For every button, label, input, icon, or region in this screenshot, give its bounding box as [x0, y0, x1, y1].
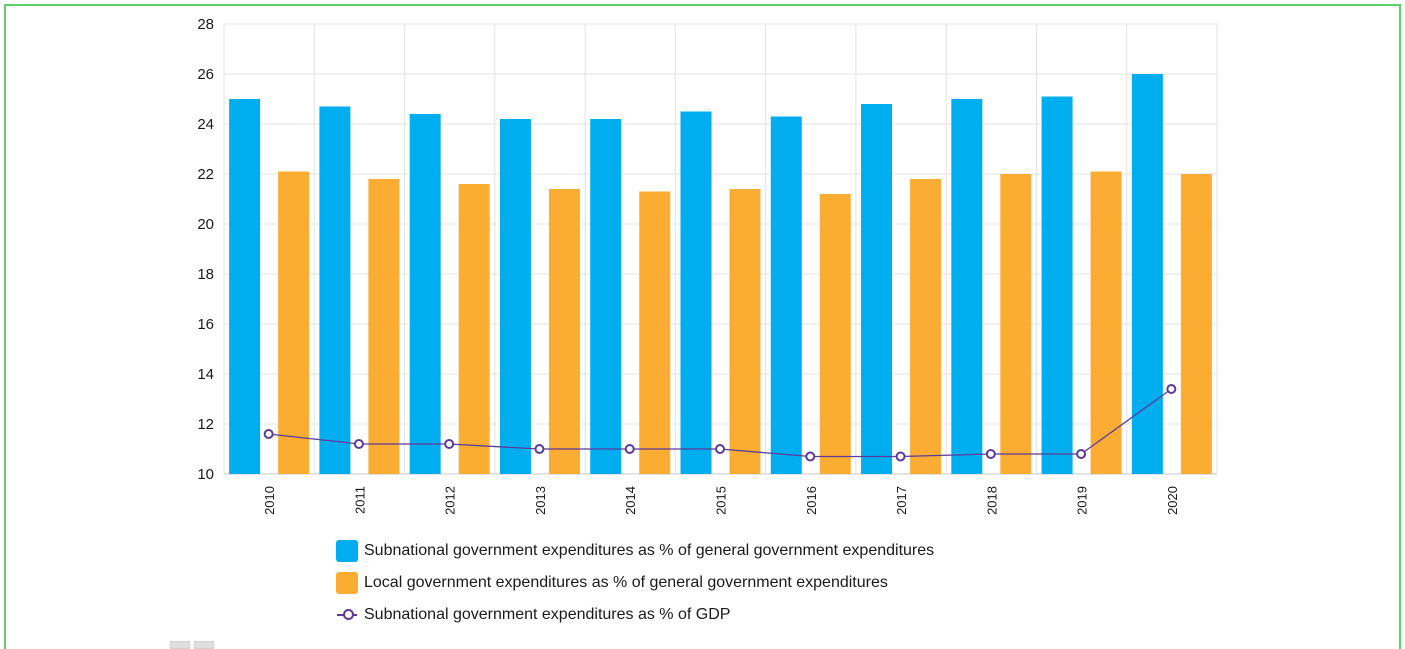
y-tick-label: 28	[197, 16, 214, 33]
bar-local-2014[interactable]	[639, 191, 671, 475]
bar-local-2020[interactable]	[1180, 174, 1212, 474]
bars	[229, 74, 1212, 474]
y-tick-label: 12	[197, 416, 214, 433]
bar-subnational-2011[interactable]	[319, 106, 351, 475]
gdp-share-point-2012[interactable]	[444, 439, 455, 449]
bar-subnational-2017[interactable]	[861, 104, 893, 474]
bar-subnational-2019[interactable]	[1041, 96, 1073, 475]
legend-label: Local government expenditures as % of ge…	[364, 574, 888, 591]
toolbar-stub	[170, 641, 214, 649]
x-tick-label: 2017	[894, 486, 909, 515]
toolbar-button-icon[interactable]	[170, 641, 190, 649]
bar-subnational-2015[interactable]	[680, 111, 712, 475]
legend-item-local-share[interactable]: Local government expenditures as % of ge…	[336, 567, 934, 599]
bar-local-2016[interactable]	[819, 194, 851, 474]
legend-item-subnational-share[interactable]: Subnational government expenditures as %…	[336, 535, 934, 567]
bar-local-2011[interactable]	[368, 179, 400, 474]
bar-subnational-2016[interactable]	[770, 116, 802, 475]
x-tick-label: 2018	[984, 486, 999, 515]
y-tick-label: 22	[197, 166, 214, 183]
y-axis-ticks: 10 12 14 16 18 20 22 24 26 28	[197, 16, 214, 483]
bar-local-2019[interactable]	[1090, 171, 1122, 475]
x-tick-label: 2016	[804, 486, 819, 515]
legend: Subnational government expenditures as %…	[336, 535, 934, 631]
toolbar-button-icon[interactable]	[194, 641, 214, 649]
chart-frame	[4, 4, 1401, 649]
legend-label: Subnational government expenditures as %…	[364, 542, 935, 559]
legend-swatch-blue	[336, 540, 358, 562]
y-tick-label: 24	[197, 116, 214, 133]
legend-swatch-orange	[336, 572, 358, 594]
bar-local-2012[interactable]	[458, 184, 490, 474]
x-tick-label: 2015	[714, 486, 729, 515]
bar-local-2018[interactable]	[1000, 174, 1032, 474]
line-series	[263, 384, 1177, 462]
bar-local-2017[interactable]	[910, 179, 942, 474]
y-tick-label: 26	[197, 66, 214, 83]
x-tick-label: 2012	[443, 486, 458, 515]
bar-subnational-2018[interactable]	[951, 99, 983, 474]
y-tick-label: 10	[197, 466, 214, 483]
gdp-share-point-2014[interactable]	[624, 444, 635, 454]
legend-label: Subnational government expenditures as %…	[364, 606, 731, 623]
gdp-share-point-2013[interactable]	[534, 444, 545, 454]
gdp-share-point-2018[interactable]	[985, 449, 996, 459]
x-axis-ticks: 2010 2011 2012 2013 2014 2015 2016 2017 2018 2019…	[262, 486, 1180, 515]
gdp-share-point-2017[interactable]	[895, 451, 906, 462]
gdp-share-point-2011[interactable]	[353, 439, 364, 449]
legend-line-marker-icon	[336, 604, 358, 626]
y-tick-label: 18	[197, 266, 214, 283]
bar-subnational-2014[interactable]	[590, 119, 622, 474]
bar-subnational-2013[interactable]	[499, 119, 531, 474]
x-tick-label: 2020	[1165, 486, 1180, 515]
x-tick-label: 2011	[352, 486, 367, 514]
bar-subnational-2020[interactable]	[1131, 74, 1163, 474]
bar-local-2010[interactable]	[278, 171, 310, 475]
bar-subnational-2012[interactable]	[409, 114, 441, 474]
gdp-share-point-2020[interactable]	[1166, 384, 1177, 394]
x-tick-label: 2010	[262, 486, 277, 515]
gdp-share-point-2010[interactable]	[263, 429, 274, 439]
y-tick-label: 20	[197, 216, 214, 233]
x-tick-label: 2014	[623, 486, 638, 515]
bar-local-2015[interactable]	[729, 189, 761, 474]
y-tick-label: 14	[197, 366, 214, 383]
x-tick-label: 2019	[1075, 486, 1090, 515]
gdp-share-point-2019[interactable]	[1076, 449, 1087, 459]
bar-local-2013[interactable]	[548, 189, 580, 474]
gdp-share-point-2016[interactable]	[805, 451, 816, 462]
legend-item-gdp-share[interactable]: Subnational government expenditures as %…	[336, 599, 934, 631]
x-tick-label: 2013	[533, 486, 548, 515]
bar-subnational-2010[interactable]	[229, 99, 261, 474]
gdp-share-point-2015[interactable]	[715, 444, 725, 454]
y-tick-label: 16	[197, 316, 214, 333]
